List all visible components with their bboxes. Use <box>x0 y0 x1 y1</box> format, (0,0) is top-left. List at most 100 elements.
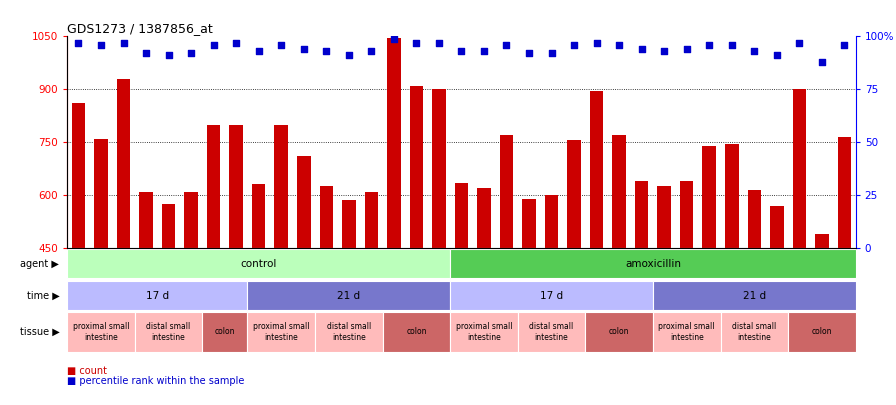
Text: distal small
intestine: distal small intestine <box>732 322 777 341</box>
Text: ■ percentile rank within the sample: ■ percentile rank within the sample <box>67 376 245 386</box>
Point <box>229 40 244 46</box>
Text: distal small
intestine: distal small intestine <box>530 322 573 341</box>
Bar <box>770 206 784 248</box>
Bar <box>252 185 265 248</box>
Point <box>432 40 446 46</box>
Point <box>634 46 649 52</box>
Point <box>161 52 176 59</box>
Point <box>499 42 513 48</box>
Text: control: control <box>240 259 277 269</box>
Point <box>341 52 356 59</box>
Point <box>454 48 469 55</box>
Bar <box>116 79 130 248</box>
Point <box>206 42 220 48</box>
Bar <box>365 192 378 248</box>
Bar <box>432 90 445 248</box>
Point <box>297 46 311 52</box>
Point <box>477 48 491 55</box>
Text: proximal small
intestine: proximal small intestine <box>73 322 129 341</box>
Bar <box>720 312 788 352</box>
Point <box>521 50 536 57</box>
Point <box>387 35 401 42</box>
Bar <box>139 192 153 248</box>
Bar <box>134 312 202 352</box>
Bar <box>478 188 491 248</box>
Bar <box>500 135 513 248</box>
Point <box>545 50 559 57</box>
Point <box>116 40 131 46</box>
Point <box>139 50 153 57</box>
Text: distal small
intestine: distal small intestine <box>327 322 371 341</box>
Bar <box>67 312 134 352</box>
Text: 21 d: 21 d <box>743 290 766 301</box>
Text: 17 d: 17 d <box>540 290 563 301</box>
Point <box>792 40 806 46</box>
Bar <box>522 198 536 248</box>
Point <box>679 46 694 52</box>
Text: proximal small
intestine: proximal small intestine <box>253 322 309 341</box>
Point <box>657 48 671 55</box>
Bar <box>72 103 85 248</box>
Bar <box>838 137 851 248</box>
Bar <box>788 312 856 352</box>
Bar <box>658 186 671 248</box>
Text: 17 d: 17 d <box>146 290 168 301</box>
Bar <box>185 192 198 248</box>
Bar <box>229 125 243 248</box>
Bar <box>67 249 450 278</box>
Bar <box>545 195 558 248</box>
Text: agent ▶: agent ▶ <box>21 259 59 269</box>
Bar <box>320 186 333 248</box>
Point <box>319 48 333 55</box>
Point <box>590 40 604 46</box>
Text: GDS1273 / 1387856_at: GDS1273 / 1387856_at <box>67 22 213 35</box>
Bar <box>635 181 649 248</box>
Bar <box>815 234 829 248</box>
Bar <box>567 141 581 248</box>
Point <box>612 42 626 48</box>
Bar <box>247 312 315 352</box>
Bar <box>67 281 247 310</box>
Bar <box>653 281 856 310</box>
Point <box>770 52 784 59</box>
Point <box>184 50 198 57</box>
Bar <box>383 312 450 352</box>
Bar <box>315 312 383 352</box>
Point <box>837 42 851 48</box>
Bar <box>274 125 288 248</box>
Bar <box>590 91 603 248</box>
Bar <box>585 312 653 352</box>
Bar <box>680 181 694 248</box>
Point <box>94 42 108 48</box>
Bar <box>793 90 806 248</box>
Point <box>814 59 829 65</box>
Text: colon: colon <box>609 327 629 337</box>
Point <box>409 40 424 46</box>
Bar <box>612 135 626 248</box>
Point <box>252 48 266 55</box>
Bar <box>450 249 856 278</box>
Text: time ▶: time ▶ <box>27 290 59 301</box>
Bar <box>653 312 720 352</box>
Text: ■ count: ■ count <box>67 366 108 375</box>
Point <box>567 42 582 48</box>
Text: colon: colon <box>215 327 235 337</box>
Bar <box>409 86 423 248</box>
Point <box>274 42 289 48</box>
Bar <box>702 146 716 248</box>
Text: proximal small
intestine: proximal small intestine <box>456 322 513 341</box>
Text: amoxicillin: amoxicillin <box>625 259 681 269</box>
Bar <box>725 144 738 248</box>
Point <box>747 48 762 55</box>
Text: 21 d: 21 d <box>337 290 360 301</box>
Point <box>72 40 86 46</box>
Bar <box>450 312 518 352</box>
Point <box>364 48 378 55</box>
Bar <box>518 312 585 352</box>
Text: tissue ▶: tissue ▶ <box>20 327 59 337</box>
Bar <box>747 190 761 248</box>
Text: proximal small
intestine: proximal small intestine <box>659 322 715 341</box>
Point <box>725 42 739 48</box>
Bar <box>387 38 401 248</box>
Text: distal small
intestine: distal small intestine <box>146 322 191 341</box>
